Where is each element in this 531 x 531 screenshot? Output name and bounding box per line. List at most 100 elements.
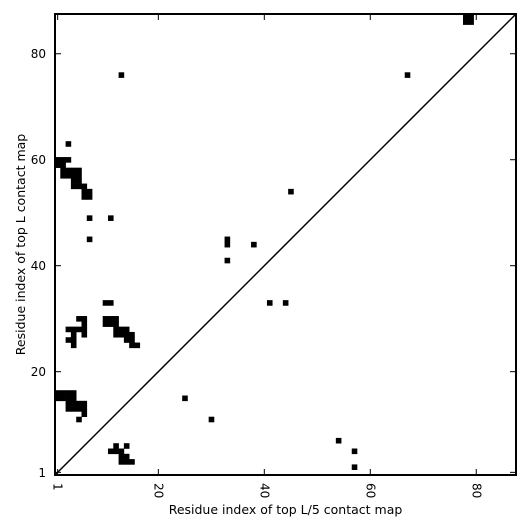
contact-cell-top-l [288,188,294,195]
contact-cell-top-l5 [107,316,114,322]
contact-cell-top-l5 [70,326,77,333]
contact-cell-top-l5 [70,400,77,407]
contact-cell-top-l [118,72,125,78]
contact-cell-top-l5 [70,395,77,402]
contact-cell-top-l [81,183,88,190]
contact-cell-top-l [107,300,114,306]
x-tick-label: 40 [257,483,271,498]
y-axis-label: Residue index of top L contact map [13,134,28,355]
contact-cell-top-l5 [70,406,77,412]
contact-cell-top-l [282,300,289,306]
contact-cell-top-l [60,162,66,168]
diagonal-line [54,13,517,476]
contact-cell-top-l5 [65,326,72,333]
contact-cell-top-l5 [113,326,119,333]
contact-cell-top-l [86,188,93,195]
contact-cell-top-l [70,167,77,174]
contact-cell-top-l [65,141,72,147]
y-tick-label: 1 [38,466,46,480]
contact-cell-top-l [65,157,72,163]
contact-cell-top-l5 [70,342,77,349]
contact-cell-top-l5 [118,448,125,455]
contact-cell-top-l5 [107,448,114,455]
contact-cell-top-l5 [129,331,135,338]
contact-cell-top-l [86,215,93,221]
y-tick-label: 40 [31,259,46,273]
contact-cell-top-l5 [65,395,72,402]
contact-cell-top-l5 [351,464,358,471]
contact-cell-top-l5 [123,326,130,333]
contact-cell-top-l5 [70,337,77,343]
contact-cell-top-l5 [118,459,125,465]
contact-cell-top-l [76,178,82,184]
contact-cell-top-l5 [55,390,61,396]
contact-cell-top-l5 [76,326,82,333]
contact-cell-top-l [463,19,469,25]
y-tick-label: 20 [31,365,46,379]
contact-cell-top-l [102,300,109,306]
contact-cell-top-l [107,215,114,221]
contact-cell-top-l5 [70,390,77,396]
contact-cell-top-l [224,236,231,243]
contact-cell-top-l5 [65,337,72,343]
contact-cell-top-l5 [129,337,135,343]
contact-cell-top-l5 [129,459,135,465]
contact-cell-top-l5 [208,416,215,423]
x-axis-label: Residue index of top L/5 contact map [169,502,403,517]
contact-cell-top-l [76,183,82,190]
contact-cell-top-l5 [129,342,135,349]
contact-cell-top-l [224,257,231,264]
contact-cell-top-l5 [55,395,61,402]
x-axis-ticks: 1 20 40 60 80 [51,14,483,498]
contact-cell-top-l5 [81,316,88,322]
contact-cell-top-l [224,241,231,248]
contact-cell-top-l5 [81,326,88,333]
contact-cell-top-l5 [65,406,72,412]
contact-cell-top-l [60,172,66,179]
contact-cell-top-l5 [113,321,119,327]
y-axis-ticks: 1 20 40 60 80 [31,47,516,480]
contact-cell-top-l5 [76,406,82,412]
contact-cell-top-l5 [113,331,119,338]
contact-cell-top-l5 [123,331,130,338]
contact-cell-top-l5 [60,390,66,396]
contact-cell-top-l5 [113,316,119,322]
contact-cell-top-l5 [102,321,109,327]
contact-cell-top-l [65,167,72,174]
contact-cell-top-l5 [118,326,125,333]
contact-cell-top-l5 [76,416,82,423]
contact-cell-top-l [60,157,66,163]
contact-cell-top-l [468,14,474,20]
contact-cell-top-l5 [60,395,66,402]
contact-cell-top-l5 [81,400,88,407]
contact-cell-top-l5 [81,331,88,338]
contact-cell-top-l5 [134,342,141,349]
contact-cell-top-l [81,194,88,200]
y-tick-label: 80 [31,47,46,61]
contact-cell-top-l [65,172,72,179]
contact-cell-top-l5 [76,400,82,407]
contact-cell-top-l [81,188,88,195]
x-tick-label: 1 [51,483,65,491]
contact-cell-top-l [251,241,257,248]
contact-cell-top-l [76,172,82,179]
contact-cell-top-l5 [123,453,130,460]
x-tick-label: 20 [151,483,165,498]
contact-cell-top-l [60,167,66,174]
contact-cell-top-l [404,72,411,78]
contact-cell-top-l5 [351,448,358,455]
contact-cell-top-l5 [113,443,119,449]
contact-cell-top-l5 [102,316,109,322]
contact-cell-top-l [86,194,93,200]
y-tick-label: 60 [31,153,46,167]
contact-cell-top-l5 [182,395,188,402]
contact-cell-top-l [70,183,77,190]
contact-cell-top-l5 [65,390,72,396]
x-tick-label: 60 [363,483,377,498]
contact-cell-top-l [86,236,93,243]
contact-cell-top-l5 [81,406,88,412]
contact-cell-top-l5 [118,453,125,460]
contact-cell-top-l5 [65,400,72,407]
contact-cell-top-l [468,19,474,25]
